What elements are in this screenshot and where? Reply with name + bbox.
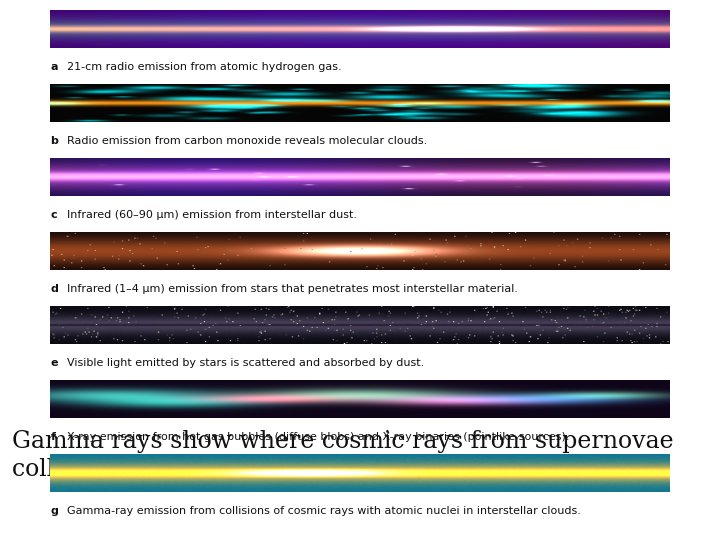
Text: c: c [50, 210, 57, 220]
Text: collide with atomic nuclei in gas clouds: collide with atomic nuclei in gas clouds [12, 458, 483, 481]
Text: Infrared (1–4 μm) emission from stars that penetrates most interstellar material: Infrared (1–4 μm) emission from stars th… [60, 284, 518, 294]
Text: Gamma-ray emission from collisions of cosmic rays with atomic nuclei in interste: Gamma-ray emission from collisions of co… [60, 506, 581, 516]
Text: a: a [50, 62, 58, 72]
Text: b: b [50, 136, 58, 146]
Text: X-ray emission from hot gas bubbles (diffuse blobs) and X-ray binaries (pointlik: X-ray emission from hot gas bubbles (dif… [60, 432, 570, 442]
Text: Visible light emitted by stars is scattered and absorbed by dust.: Visible light emitted by stars is scatte… [60, 358, 425, 368]
Text: f: f [50, 432, 55, 442]
Text: d: d [50, 284, 58, 294]
Text: Gamma rays show where cosmic rays from supernovae: Gamma rays show where cosmic rays from s… [12, 430, 674, 453]
Text: g: g [50, 506, 58, 516]
Text: 21-cm radio emission from atomic hydrogen gas.: 21-cm radio emission from atomic hydroge… [60, 62, 342, 72]
Text: e: e [50, 358, 58, 368]
Text: Infrared (60–90 μm) emission from interstellar dust.: Infrared (60–90 μm) emission from inters… [60, 210, 357, 220]
Text: Radio emission from carbon monoxide reveals molecular clouds.: Radio emission from carbon monoxide reve… [60, 136, 428, 146]
